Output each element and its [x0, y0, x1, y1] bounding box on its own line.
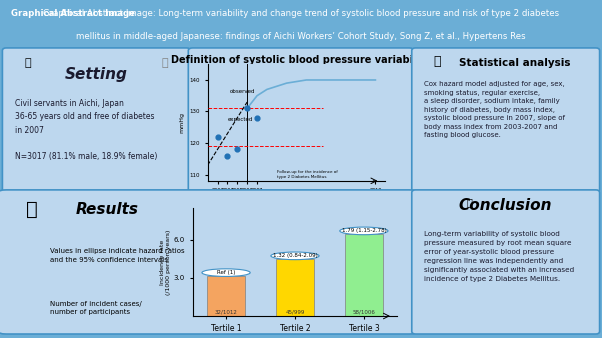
Text: Definition of systolic blood pressure variability: Definition of systolic blood pressure va… [171, 55, 431, 65]
Text: Graphical Abstract Image: Long-term variability and change trend of systolic blo: Graphical Abstract Image: Long-term vari… [43, 9, 559, 18]
Text: Statistical analysis: Statistical analysis [459, 58, 571, 68]
Y-axis label: Incidence rate
(/1000 person years): Incidence rate (/1000 person years) [160, 229, 171, 295]
Ellipse shape [271, 252, 319, 260]
Text: 58/1006: 58/1006 [352, 309, 375, 314]
Text: Long-term variability of systolic blood
pressure measured by root mean square
er: Long-term variability of systolic blood … [424, 232, 575, 283]
Point [213, 134, 222, 139]
FancyBboxPatch shape [412, 48, 600, 192]
Point [252, 115, 262, 121]
Text: observed: observed [229, 89, 255, 94]
Bar [207, 276, 245, 316]
Text: $RMSE = \sqrt{\frac{1}{n}\sum_{i=1}^{n}(y_i - \hat{y}_i)^2}$: $RMSE = \sqrt{\frac{1}{n}\sum_{i=1}^{n}(… [262, 80, 361, 110]
FancyBboxPatch shape [188, 48, 414, 192]
Text: 👤: 👤 [24, 58, 31, 68]
Text: Civil servants in Aichi, Japan
36-65 years old and free of diabetes
in 2007

N=3: Civil servants in Aichi, Japan 36-65 yea… [15, 99, 158, 161]
Bar [276, 259, 314, 316]
Ellipse shape [340, 227, 388, 235]
Text: Setting: Setting [65, 67, 128, 82]
Text: 1.32 (0.84-2.09): 1.32 (0.84-2.09) [273, 254, 317, 258]
Text: Values in ellipse indicate hazard ratios
and the 95% confidence intervals: Values in ellipse indicate hazard ratios… [51, 248, 185, 263]
Text: 45/999: 45/999 [285, 309, 305, 314]
Bar [345, 234, 383, 316]
FancyBboxPatch shape [2, 48, 190, 192]
Text: mellitus in middle-aged Japanese: findings of Aichi Workers’ Cohort Study, Song : mellitus in middle-aged Japanese: findin… [76, 32, 526, 42]
Y-axis label: mmHg: mmHg [179, 112, 184, 133]
FancyBboxPatch shape [0, 190, 417, 334]
Text: Follow-up for the incidence of
type 2 Diabetes Mellitus: Follow-up for the incidence of type 2 Di… [277, 170, 338, 179]
Text: 32/1012: 32/1012 [215, 309, 238, 314]
Text: Conclusion: Conclusion [459, 198, 553, 213]
Point [243, 106, 252, 111]
Text: Results: Results [75, 202, 138, 217]
Text: 🔍: 🔍 [26, 199, 38, 219]
Text: Graphical Abstract Image: Graphical Abstract Image [11, 9, 135, 18]
Text: Cox hazard model adjusted for age, sex,
smoking status, regular exercise,
a slee: Cox hazard model adjusted for age, sex, … [424, 81, 565, 138]
Point [232, 147, 242, 152]
Text: Number of incident cases/
number of participants: Number of incident cases/ number of part… [51, 301, 142, 315]
FancyBboxPatch shape [412, 190, 600, 334]
Text: RMSE: root mean square error: RMSE: root mean square error [270, 115, 353, 120]
Ellipse shape [202, 269, 250, 276]
Text: Ref (1): Ref (1) [217, 270, 235, 275]
Text: expected: expected [228, 117, 253, 122]
Text: 📋: 📋 [433, 55, 441, 68]
Text: 👤: 👤 [161, 58, 169, 68]
Text: 1.79 (1.15-2.78): 1.79 (1.15-2.78) [341, 228, 386, 234]
Point [223, 153, 232, 158]
Text: 💡: 💡 [467, 197, 473, 207]
